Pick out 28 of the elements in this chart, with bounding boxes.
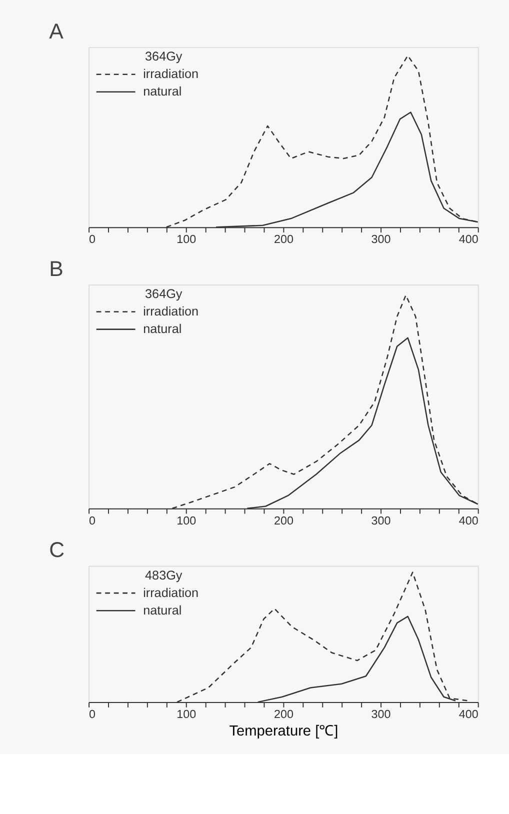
- x-tick-label: 400: [458, 708, 479, 722]
- x-tick-label: 200: [274, 708, 294, 722]
- x-tick-label: 100: [176, 233, 197, 246]
- legend-title: 483Gy: [145, 568, 183, 582]
- x-axis-title: Temperature [℃]: [229, 724, 338, 740]
- legend-label: natural: [143, 603, 182, 618]
- x-tick-label: 0: [89, 233, 96, 246]
- x-tick-label: 0: [89, 708, 96, 722]
- legend-label: irradiation: [143, 67, 199, 82]
- chart-title: C: [49, 538, 65, 562]
- x-tick-label: 400: [458, 233, 479, 246]
- x-tick-label: 200: [274, 514, 294, 528]
- x-tick-label: 0: [89, 514, 96, 528]
- chart-title: A: [49, 19, 64, 44]
- x-tick-label: 300: [371, 708, 392, 722]
- x-tick-label: 100: [176, 708, 197, 722]
- legend-label: natural: [143, 84, 182, 99]
- legend-title: 364Gy: [145, 50, 183, 64]
- legend-label: natural: [143, 322, 182, 336]
- x-tick-label: 400: [458, 514, 479, 528]
- legend-title: 364Gy: [145, 287, 183, 302]
- legend-label: irradiation: [143, 304, 199, 319]
- chart-title: B: [49, 256, 64, 281]
- legend-label: irradiation: [143, 586, 199, 600]
- x-tick-label: 300: [371, 514, 392, 528]
- x-tick-label: 200: [274, 233, 294, 246]
- x-tick-label: 300: [371, 233, 392, 246]
- x-tick-label: 100: [176, 514, 197, 528]
